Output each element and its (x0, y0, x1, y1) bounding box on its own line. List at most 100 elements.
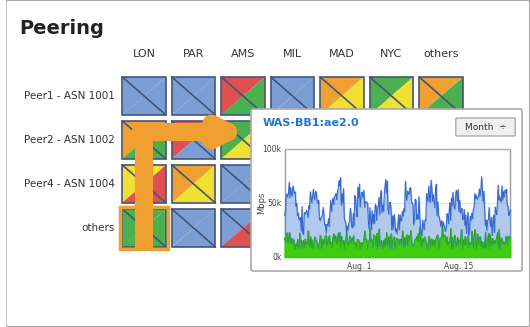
Polygon shape (419, 165, 463, 203)
Polygon shape (271, 165, 314, 203)
Polygon shape (419, 121, 463, 159)
Text: Peer1 - ASN 1001: Peer1 - ASN 1001 (23, 91, 114, 101)
Polygon shape (370, 209, 413, 247)
Text: others: others (423, 49, 458, 59)
Bar (370, 121, 413, 159)
Bar (419, 165, 463, 203)
Polygon shape (271, 165, 314, 203)
Text: Month  ÷: Month ÷ (465, 123, 506, 131)
Polygon shape (370, 77, 413, 115)
Polygon shape (122, 209, 166, 247)
Bar (172, 209, 215, 247)
Polygon shape (122, 165, 166, 203)
Bar (172, 77, 215, 115)
Bar (370, 77, 413, 115)
Bar (172, 165, 215, 203)
Polygon shape (271, 209, 314, 247)
Polygon shape (370, 209, 413, 247)
Polygon shape (320, 77, 364, 115)
Polygon shape (370, 165, 413, 203)
Text: Peer4 - ASN 1004: Peer4 - ASN 1004 (23, 179, 114, 189)
Bar (120, 207, 168, 249)
Bar (419, 121, 463, 159)
Text: Aug. 15: Aug. 15 (444, 262, 473, 271)
Polygon shape (172, 209, 215, 247)
Text: Peer2 - ASN 1002: Peer2 - ASN 1002 (23, 135, 114, 145)
Polygon shape (320, 165, 364, 203)
Bar (320, 121, 364, 159)
Polygon shape (370, 121, 413, 159)
Bar (370, 165, 413, 203)
Polygon shape (271, 121, 314, 159)
Polygon shape (419, 209, 463, 247)
Polygon shape (271, 121, 314, 159)
Polygon shape (222, 209, 265, 247)
Polygon shape (172, 165, 215, 203)
Polygon shape (419, 209, 463, 247)
Polygon shape (222, 165, 265, 203)
Bar (320, 77, 364, 115)
Polygon shape (222, 77, 265, 115)
FancyBboxPatch shape (6, 0, 530, 327)
Polygon shape (320, 209, 364, 247)
FancyBboxPatch shape (456, 118, 515, 136)
Bar (222, 209, 265, 247)
Polygon shape (271, 77, 314, 115)
Bar (222, 121, 265, 159)
Polygon shape (320, 77, 364, 115)
Text: others: others (81, 223, 114, 233)
Polygon shape (419, 165, 463, 203)
Bar (419, 209, 463, 247)
Polygon shape (172, 165, 215, 203)
Polygon shape (320, 121, 364, 159)
Bar (271, 165, 314, 203)
Polygon shape (122, 77, 166, 115)
Bar (222, 165, 265, 203)
Polygon shape (122, 121, 166, 159)
Polygon shape (222, 77, 265, 115)
Text: MAD: MAD (329, 49, 355, 59)
Text: LON: LON (132, 49, 156, 59)
Bar (172, 121, 215, 159)
Bar (122, 77, 166, 115)
Polygon shape (320, 209, 364, 247)
Polygon shape (271, 209, 314, 247)
Polygon shape (172, 121, 215, 159)
Text: Mbps: Mbps (258, 192, 267, 214)
Bar (271, 209, 314, 247)
Polygon shape (122, 209, 166, 247)
Polygon shape (419, 77, 463, 115)
Polygon shape (370, 121, 413, 159)
Text: AMS: AMS (231, 49, 255, 59)
Polygon shape (172, 77, 215, 115)
Bar (271, 77, 314, 115)
Bar (122, 121, 166, 159)
Polygon shape (419, 121, 463, 159)
Text: 0k: 0k (272, 252, 281, 262)
Polygon shape (122, 165, 166, 203)
Polygon shape (370, 165, 413, 203)
Polygon shape (122, 121, 166, 159)
Text: 100k: 100k (263, 145, 281, 153)
Polygon shape (222, 209, 265, 247)
Polygon shape (222, 165, 265, 203)
Bar (122, 165, 166, 203)
Text: MIL: MIL (283, 49, 302, 59)
Polygon shape (172, 121, 215, 159)
Polygon shape (271, 77, 314, 115)
Polygon shape (222, 121, 265, 159)
Bar (419, 77, 463, 115)
Polygon shape (122, 77, 166, 115)
Text: NYC: NYC (381, 49, 403, 59)
Polygon shape (320, 165, 364, 203)
Bar (320, 209, 364, 247)
Bar (320, 165, 364, 203)
Polygon shape (370, 77, 413, 115)
Bar (122, 209, 166, 247)
FancyBboxPatch shape (251, 109, 522, 271)
Bar (222, 77, 265, 115)
Text: 50k: 50k (268, 198, 281, 208)
Bar (271, 121, 314, 159)
Text: WAS-BB1:ae2.0: WAS-BB1:ae2.0 (263, 118, 359, 128)
Polygon shape (172, 209, 215, 247)
